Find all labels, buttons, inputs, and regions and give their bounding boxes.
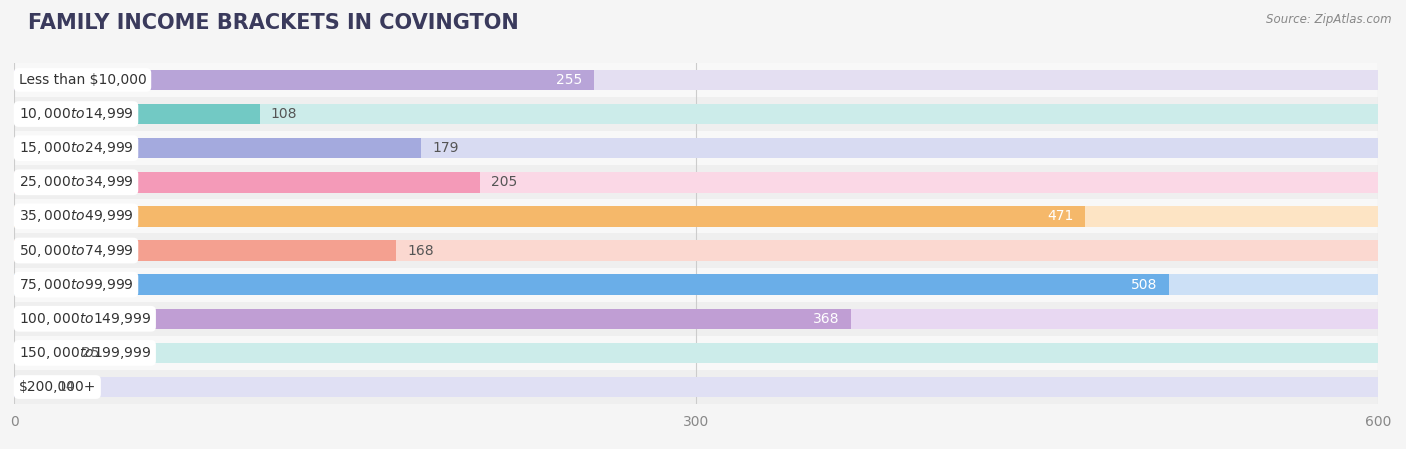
Bar: [14, 206, 1084, 227]
Text: 179: 179: [432, 141, 458, 155]
Text: $10,000 to $14,999: $10,000 to $14,999: [18, 106, 134, 122]
Bar: [14, 70, 1378, 90]
Bar: [14, 172, 1378, 193]
Text: 168: 168: [408, 243, 434, 258]
Bar: [14, 240, 1378, 261]
Text: $200,000+: $200,000+: [18, 380, 96, 394]
Bar: [14, 206, 1378, 227]
Text: $50,000 to $74,999: $50,000 to $74,999: [18, 242, 134, 259]
Bar: [14, 343, 70, 363]
Bar: [14, 240, 396, 261]
Bar: [14, 343, 1378, 363]
Bar: [14, 308, 851, 329]
Bar: [14, 274, 1168, 295]
Bar: [14, 165, 1378, 199]
Bar: [14, 233, 1378, 268]
Bar: [14, 370, 1378, 404]
Text: FAMILY INCOME BRACKETS IN COVINGTON: FAMILY INCOME BRACKETS IN COVINGTON: [28, 13, 519, 34]
Bar: [14, 274, 1378, 295]
Bar: [14, 131, 1378, 165]
Text: 108: 108: [271, 107, 298, 121]
Text: 508: 508: [1130, 277, 1157, 292]
Bar: [14, 97, 1378, 131]
Bar: [14, 336, 1378, 370]
Bar: [14, 104, 1378, 124]
Bar: [14, 70, 593, 90]
Text: $15,000 to $24,999: $15,000 to $24,999: [18, 140, 134, 156]
Text: $75,000 to $99,999: $75,000 to $99,999: [18, 277, 134, 293]
Bar: [14, 63, 1378, 97]
Text: 368: 368: [813, 312, 839, 326]
Text: 471: 471: [1047, 209, 1073, 224]
Bar: [14, 377, 1378, 397]
Bar: [14, 308, 1378, 329]
Text: $25,000 to $34,999: $25,000 to $34,999: [18, 174, 134, 190]
Text: 25: 25: [82, 346, 100, 360]
Bar: [14, 138, 420, 158]
Text: 205: 205: [492, 175, 517, 189]
Bar: [14, 199, 1378, 233]
Text: Source: ZipAtlas.com: Source: ZipAtlas.com: [1267, 13, 1392, 26]
Text: Less than $10,000: Less than $10,000: [18, 73, 146, 87]
Text: $100,000 to $149,999: $100,000 to $149,999: [18, 311, 150, 327]
Text: $35,000 to $49,999: $35,000 to $49,999: [18, 208, 134, 224]
Bar: [14, 377, 46, 397]
Bar: [14, 268, 1378, 302]
Text: 255: 255: [555, 73, 582, 87]
Bar: [14, 172, 479, 193]
Text: 14: 14: [58, 380, 75, 394]
Bar: [14, 302, 1378, 336]
Bar: [14, 138, 1378, 158]
Bar: [14, 104, 260, 124]
Text: $150,000 to $199,999: $150,000 to $199,999: [18, 345, 150, 361]
